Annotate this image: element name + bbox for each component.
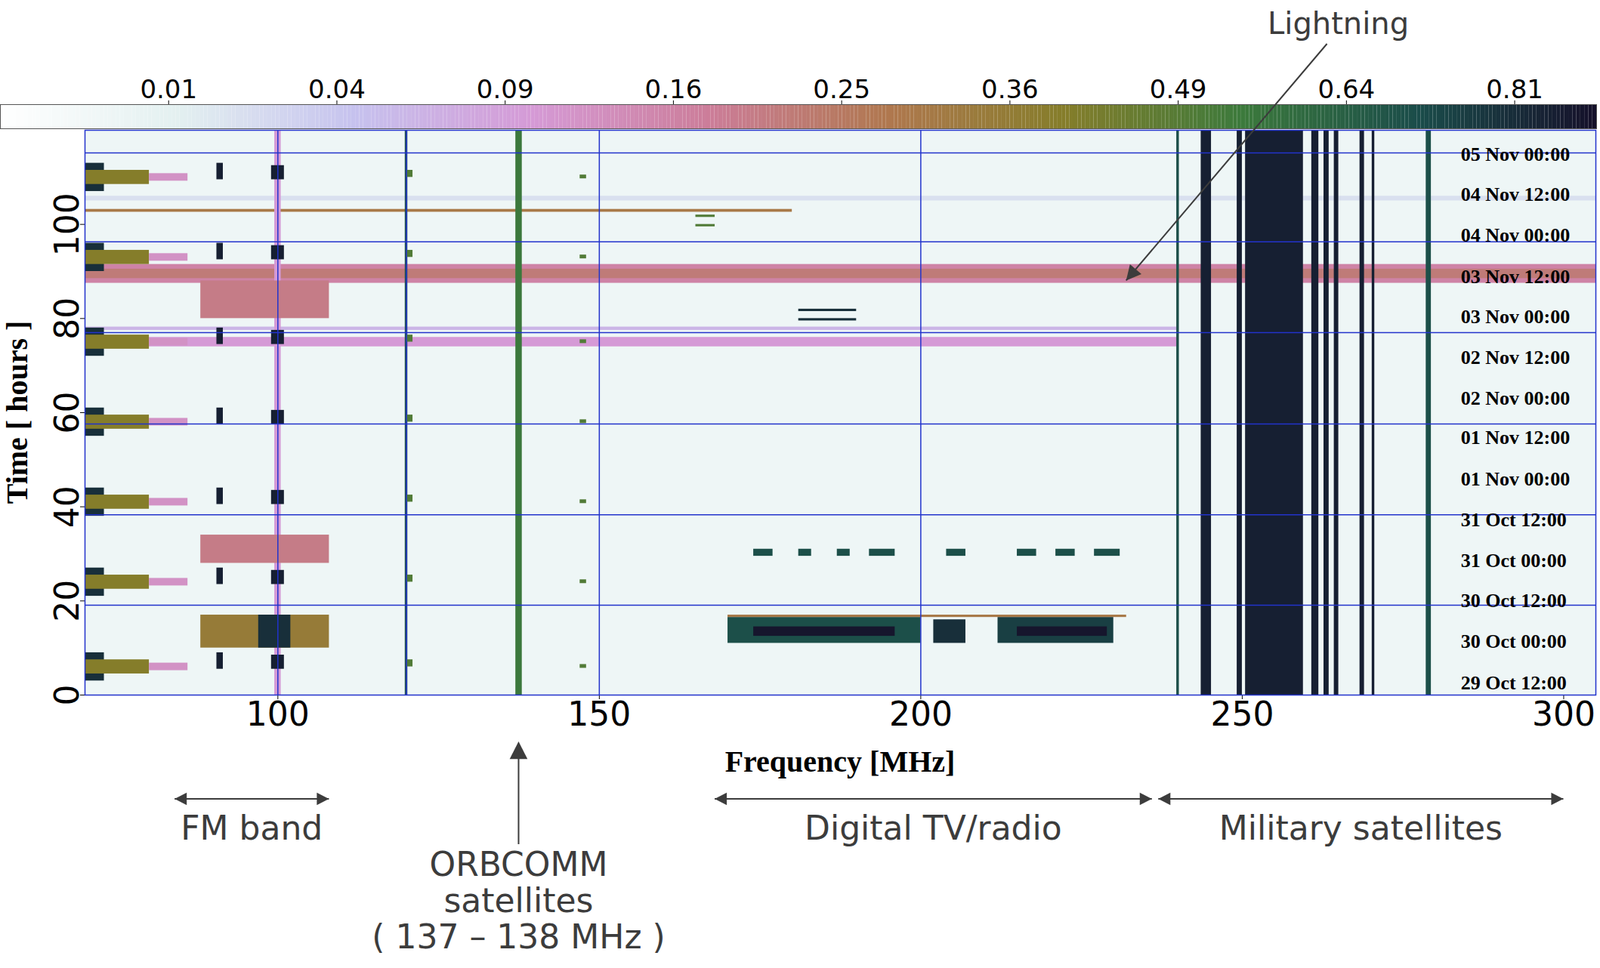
svg-text:31 Oct 12:00: 31 Oct 12:00 (1461, 509, 1567, 532)
svg-text:0.04: 0.04 (308, 74, 366, 105)
svg-text:0.49: 0.49 (1149, 74, 1208, 105)
svg-text:ORBCOMM: ORBCOMM (429, 845, 609, 884)
svg-text:250: 250 (1210, 694, 1274, 734)
svg-text:03 Nov 00:00: 03 Nov 00:00 (1461, 305, 1570, 328)
svg-text:Digital TV/radio: Digital TV/radio (804, 809, 1063, 848)
svg-text:04 Nov 12:00: 04 Nov 12:00 (1461, 183, 1570, 206)
svg-text:02 Nov 12:00: 02 Nov 12:00 (1461, 346, 1570, 369)
svg-text:100: 100 (47, 192, 87, 257)
svg-text:( 137 – 138 MHz ): ( 137 – 138 MHz ) (371, 917, 665, 957)
svg-text:02 Nov 00:00: 02 Nov 00:00 (1461, 387, 1570, 410)
svg-text:80: 80 (47, 297, 87, 340)
svg-text:05 Nov 00:00: 05 Nov 00:00 (1461, 143, 1570, 166)
svg-text:30 Oct 00:00: 30 Oct 00:00 (1461, 630, 1567, 653)
svg-text:0.64: 0.64 (1317, 74, 1375, 105)
svg-text:40: 40 (47, 485, 87, 529)
svg-text:Lightning: Lightning (1267, 6, 1409, 41)
svg-text:150: 150 (567, 694, 631, 734)
svg-text:0: 0 (47, 685, 87, 707)
svg-text:FM band: FM band (180, 809, 323, 848)
svg-text:29 Oct 12:00: 29 Oct 12:00 (1461, 672, 1567, 695)
svg-text:20: 20 (47, 580, 87, 623)
svg-text:0.36: 0.36 (981, 74, 1039, 105)
svg-text:0.01: 0.01 (139, 74, 198, 105)
svg-text:03 Nov 12:00: 03 Nov 12:00 (1461, 265, 1570, 288)
svg-text:Time [ hours ]: Time [ hours ] (0, 321, 34, 505)
svg-text:300: 300 (1532, 694, 1596, 734)
svg-text:200: 200 (889, 694, 953, 734)
svg-text:0.09: 0.09 (476, 74, 535, 105)
svg-text:04 Nov 00:00: 04 Nov 00:00 (1461, 224, 1570, 247)
svg-text:01 Nov 12:00: 01 Nov 12:00 (1461, 426, 1570, 449)
svg-text:Frequency [MHz]: Frequency [MHz] (725, 744, 956, 779)
svg-text:30 Oct 12:00: 30 Oct 12:00 (1461, 589, 1567, 612)
svg-text:0.81: 0.81 (1485, 74, 1544, 105)
svg-text:satellites: satellites (443, 881, 594, 921)
svg-text:Military satellites: Military satellites (1219, 809, 1503, 848)
svg-text:01 Nov 00:00: 01 Nov 00:00 (1461, 468, 1570, 491)
svg-text:100: 100 (246, 694, 310, 734)
svg-text:0.16: 0.16 (645, 74, 703, 105)
svg-text:60: 60 (47, 392, 87, 435)
svg-text:31 Oct 00:00: 31 Oct 00:00 (1461, 549, 1567, 572)
svg-text:0.25: 0.25 (812, 74, 871, 105)
